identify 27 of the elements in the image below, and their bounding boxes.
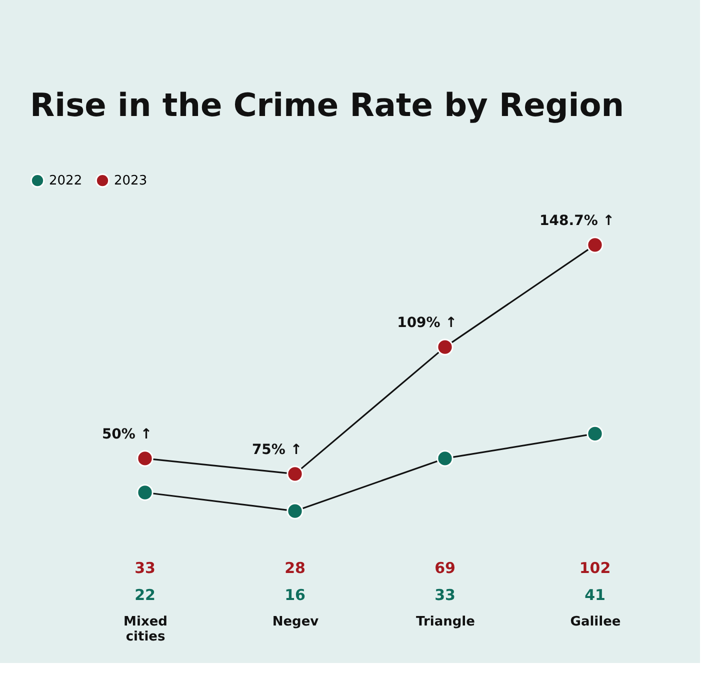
data-label: 102	[579, 559, 611, 577]
data-label: 16	[284, 586, 306, 604]
point	[136, 484, 154, 501]
legend-label: 2023	[114, 174, 148, 189]
data-label: 22	[134, 586, 156, 604]
point	[286, 466, 304, 482]
data-label: 69	[434, 559, 456, 577]
annotation: 75% ↑	[252, 442, 302, 458]
point	[586, 425, 604, 442]
point	[586, 236, 604, 254]
x-tick-label: Negev	[272, 614, 320, 630]
point	[286, 502, 304, 520]
data-label: 41	[584, 586, 606, 604]
annotation: 50% ↑	[102, 426, 152, 442]
point	[436, 338, 454, 356]
data-label: 28	[284, 559, 306, 577]
point	[436, 450, 454, 467]
data-label: 33	[434, 586, 456, 604]
annotation: 109% ↑	[397, 315, 457, 332]
legend-label: 2022	[49, 174, 82, 189]
data-label: 33	[134, 559, 156, 577]
annotation: 148.7% ↑	[540, 212, 614, 229]
chart-title: Rise in the Crime Rate by Region	[30, 86, 624, 124]
x-tick-label: Mixed cities	[124, 614, 168, 644]
point	[136, 450, 154, 467]
x-tick-label: Triangle	[416, 614, 476, 630]
x-tick-label: Galilee	[570, 614, 621, 630]
